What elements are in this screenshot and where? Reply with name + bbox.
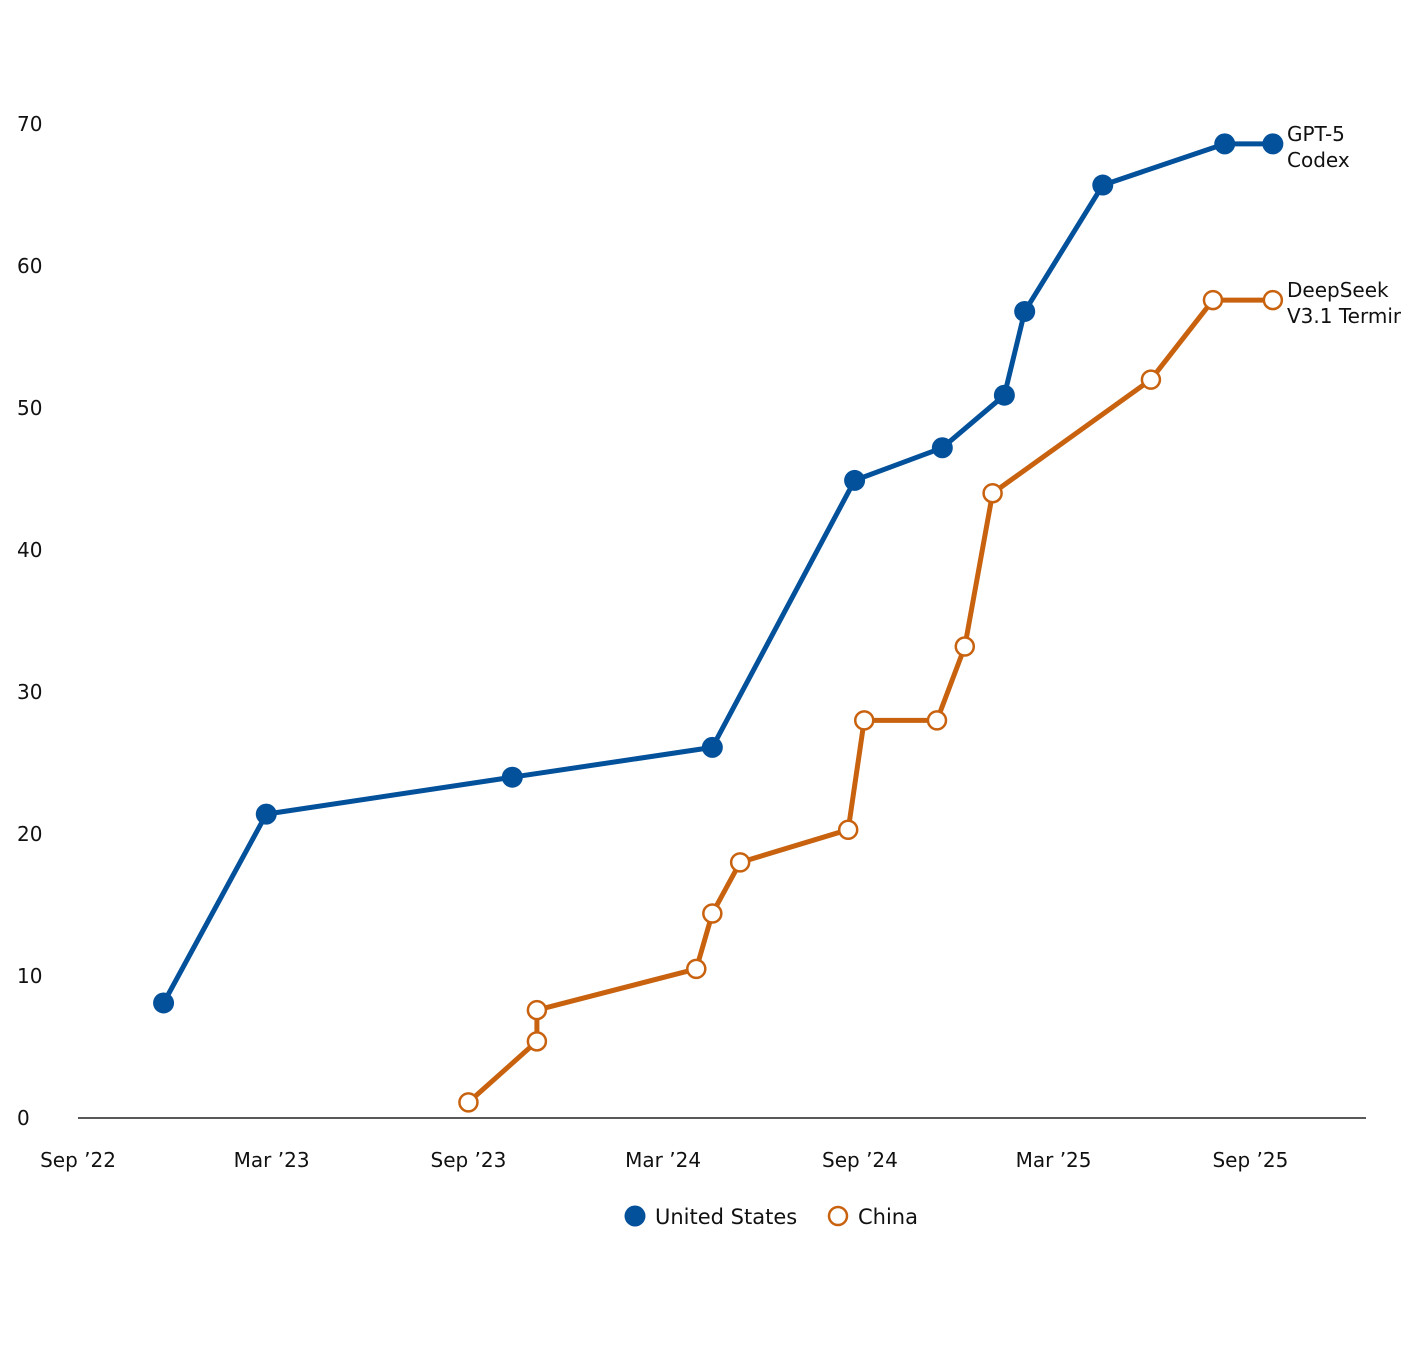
data-point-china (526, 999, 548, 1021)
x-tick-label: Sep ’22 (40, 1148, 116, 1172)
x-tick-label: Mar ’24 (625, 1148, 701, 1172)
data-point-united-states (255, 803, 277, 825)
y-tick-label: 10 (17, 964, 42, 988)
data-point-china (1140, 369, 1162, 390)
data-point-china (702, 903, 723, 924)
data-point-united-states (1092, 174, 1114, 196)
data-point-china (1202, 289, 1224, 311)
series-united-states (153, 133, 1284, 1014)
y-tick-label: 0 (17, 1106, 30, 1130)
data-point-united-states (1262, 133, 1284, 155)
y-tick-label: 50 (17, 396, 42, 420)
data-point-china (837, 819, 859, 840)
data-point-united-states (1214, 133, 1236, 155)
series-line-china (465, 297, 1276, 1105)
x-tick-label: Mar ’23 (234, 1148, 310, 1172)
data-point-china (686, 958, 707, 980)
y-axis: 0 10 20 30 40 50 60 70 (17, 112, 42, 1130)
legend-item-china: China (827, 1205, 918, 1229)
y-tick-label: 70 (17, 112, 42, 136)
data-point-china (1262, 289, 1284, 311)
data-point-china (729, 852, 751, 873)
end-label-united-states: GPT-5 (1287, 122, 1345, 146)
end-label-china: V3.1 Terminus (1287, 304, 1401, 328)
legend-item-united-states: United States (624, 1205, 797, 1229)
data-point-united-states (153, 992, 175, 1014)
data-point-china (982, 482, 1003, 504)
x-tick-label: Sep ’24 (822, 1148, 898, 1172)
data-point-china (526, 1031, 548, 1052)
x-tick-label: Sep ’23 (431, 1148, 507, 1172)
x-tick-label: Sep ’25 (1212, 1148, 1288, 1172)
legend-label: United States (655, 1205, 797, 1229)
end-label-china: DeepSeek (1287, 278, 1389, 302)
data-point-united-states (844, 469, 866, 491)
y-tick-label: 30 (17, 680, 42, 704)
data-point-united-states (931, 437, 953, 459)
y-tick-label: 60 (17, 254, 42, 278)
data-point-china (458, 1092, 479, 1113)
legend-marker (827, 1205, 849, 1227)
y-tick-label: 40 (17, 538, 42, 562)
legend: United States China (624, 1205, 918, 1229)
series-layer (153, 133, 1284, 1113)
data-point-united-states (993, 384, 1015, 406)
y-tick-label: 20 (17, 822, 42, 846)
x-axis: Sep ’22 Mar ’23 Sep ’23 Mar ’24 Sep ’24 Mar ’… (40, 1117, 1366, 1172)
data-point-china (954, 636, 976, 657)
legend-label: China (858, 1205, 918, 1229)
end-label-united-states: Codex (1287, 148, 1350, 172)
x-tick-label: Mar ’25 (1016, 1148, 1092, 1172)
data-point-united-states (1014, 300, 1036, 322)
data-point-china (853, 710, 875, 731)
series-china (458, 289, 1284, 1113)
data-point-china (926, 710, 948, 731)
series-line-united-states (161, 141, 1276, 1006)
legend-marker (624, 1205, 646, 1227)
data-point-united-states (501, 766, 523, 788)
data-point-united-states (701, 736, 723, 758)
